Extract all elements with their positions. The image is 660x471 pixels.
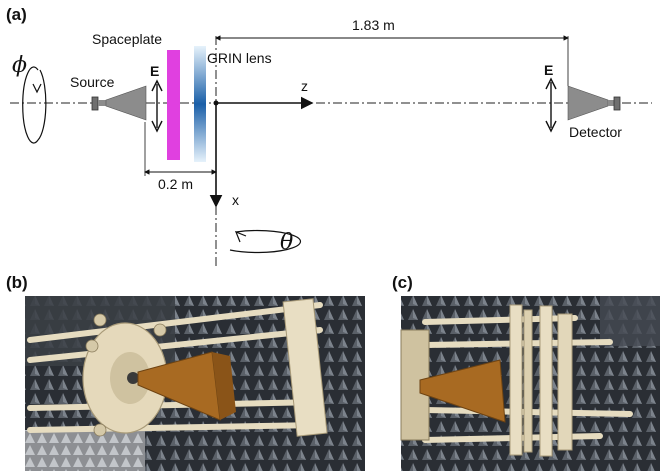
grin-lens-label: GRIN lens <box>207 50 272 66</box>
panel-a: (a) ϕ Source E Spaceplate GRIN l <box>6 5 652 266</box>
photo-c-lens-mount <box>400 296 660 471</box>
phi-label: ϕ <box>12 53 27 78</box>
e-field-arrow-right <box>545 77 557 133</box>
detector-horn <box>567 85 621 121</box>
dim-short-label: 0.2 m <box>158 176 193 192</box>
e-field-left-label: E <box>150 63 159 79</box>
panel-c-label: (c) <box>392 273 413 292</box>
panel-b: (b) <box>6 273 365 471</box>
e-field-right-label: E <box>544 62 553 78</box>
e-field-arrow-left <box>151 79 163 133</box>
photo-b-source-mount <box>25 296 365 471</box>
panel-a-label: (a) <box>6 5 27 24</box>
theta-rotation-icon <box>229 229 302 254</box>
z-axis-label: z <box>301 78 308 94</box>
panel-c: (c) <box>392 273 660 471</box>
grin-lens-slab <box>194 46 206 162</box>
panel-b-label: (b) <box>6 273 28 292</box>
dim-long-label: 1.83 m <box>352 17 395 33</box>
source-horn <box>91 85 147 121</box>
source-label: Source <box>70 74 115 90</box>
spaceplate-slab <box>167 50 180 160</box>
detector-label: Detector <box>569 124 622 140</box>
phi-rotation-icon <box>22 66 47 144</box>
x-axis-label: x <box>232 192 239 208</box>
theta-label: θ <box>280 230 293 255</box>
spaceplate-label: Spaceplate <box>92 31 162 47</box>
